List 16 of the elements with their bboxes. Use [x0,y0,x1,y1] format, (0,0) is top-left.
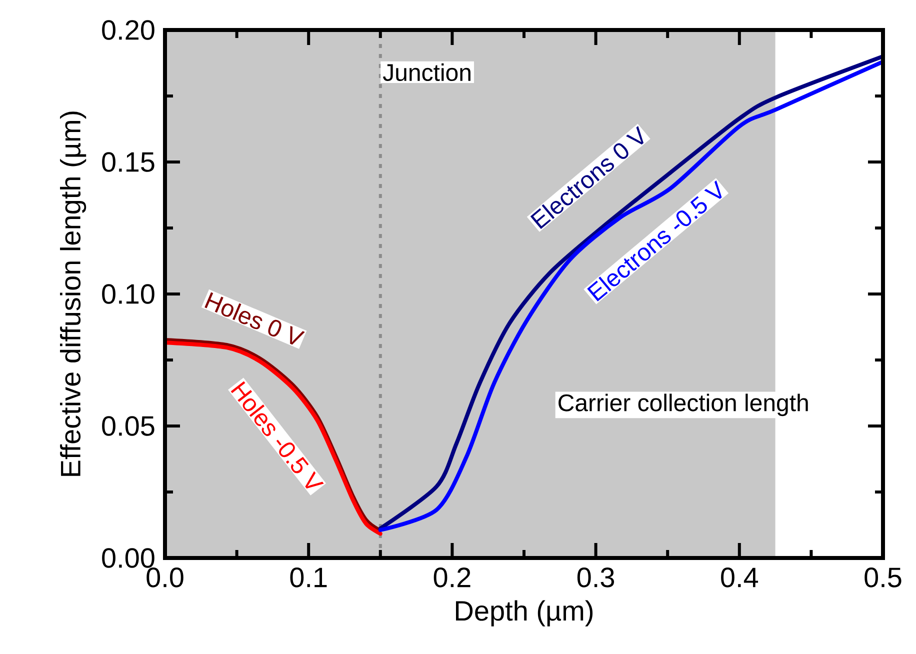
y-axis-title: Effective diffusion length (µm) [60,112,86,476]
x-tick-label: 0.2 [434,568,470,588]
band-label: Carrier collection length [558,394,808,416]
y-tick-label: 0.00 [102,548,154,568]
y-tick-label: 0.10 [102,284,154,304]
x-tick-label: 0.3 [577,568,614,588]
x-tick-label: 0.1 [290,568,327,588]
x-tick-label: 0.5 [864,568,902,588]
y-tick-label: 0.05 [102,416,154,436]
y-tick-label: 0.20 [102,20,154,40]
x-axis-title: Depth (µm) [456,600,593,626]
text: Holes 0 V [204,292,305,345]
x-tick-label: 0.4 [721,568,758,588]
y-tick-label: 0.15 [102,152,154,172]
x-tick-label: 0.0 [146,568,184,588]
ref-line-label: Junction [382,63,470,82]
